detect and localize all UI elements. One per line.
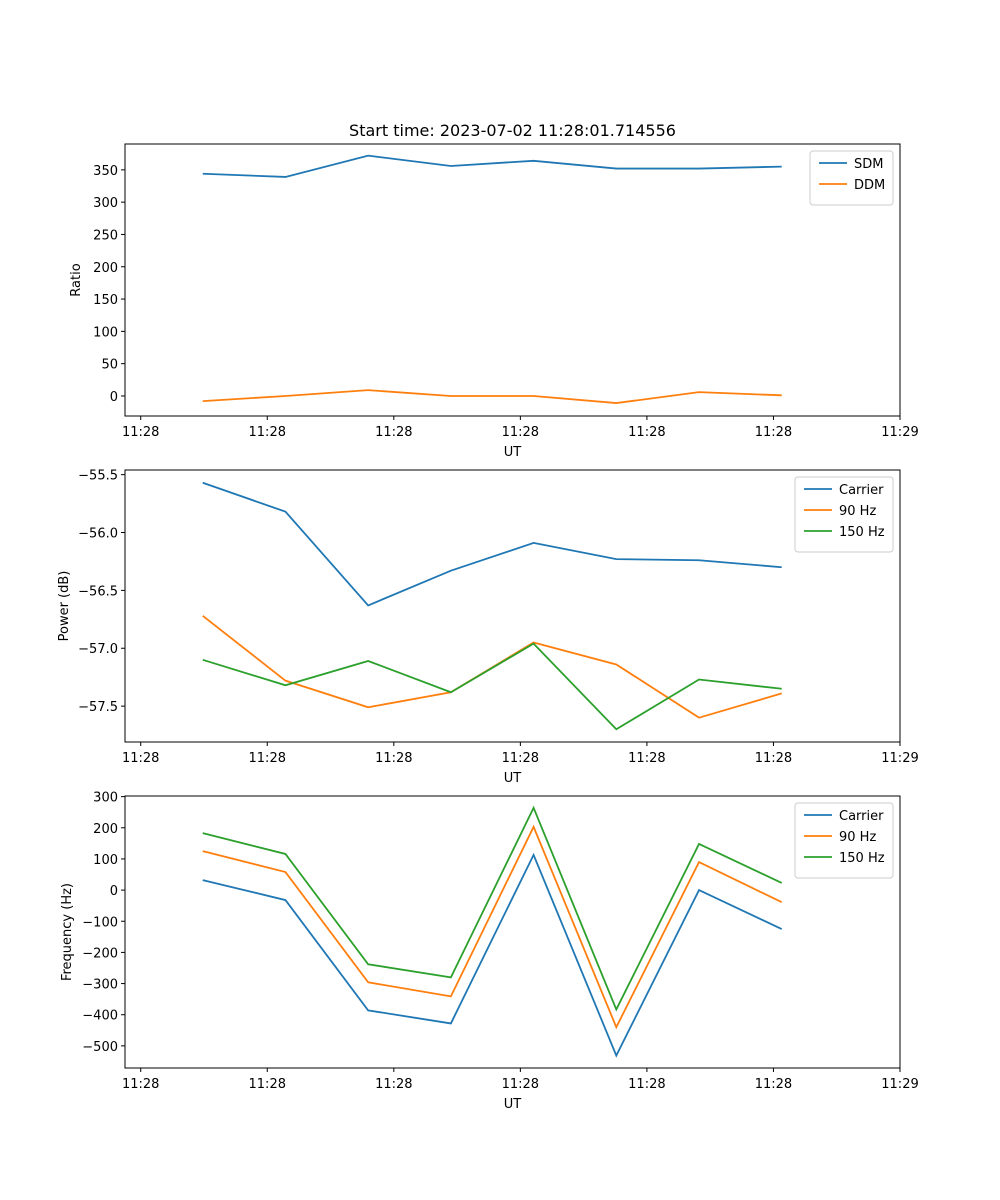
- subplot-1: Start time: 2023-07-02 11:28:01.714556 11…: [69, 121, 919, 460]
- y-tick-label: −55.5: [78, 469, 118, 484]
- x-tick-label: 11:28: [502, 751, 539, 766]
- axes-frame: [124, 795, 901, 1069]
- x-tick-label: 11:28: [628, 425, 665, 440]
- x-axis-label: UT: [504, 771, 522, 786]
- y-tick-label: 150: [93, 293, 118, 308]
- series-line-90-hz: [202, 824, 783, 1030]
- y-tick-label: −100: [82, 915, 118, 930]
- y-axis-label: Power (dB): [57, 571, 72, 642]
- y-tick-label: 300: [93, 791, 118, 806]
- y-tick-label: 200: [93, 261, 118, 276]
- x-tick-label: 11:28: [122, 425, 159, 440]
- y-tick-label: −300: [82, 978, 118, 993]
- x-tick-label: 11:28: [375, 1077, 412, 1092]
- y-tick-label: 200: [93, 822, 118, 837]
- y-tick-label: −57.5: [78, 700, 118, 715]
- legend: Carrier 90 Hz 150 Hz: [794, 802, 894, 879]
- y-tick-label: 100: [93, 853, 118, 868]
- x-tick-label: 11:28: [628, 751, 665, 766]
- x-tick-label: 11:28: [375, 425, 412, 440]
- legend-label: 150 Hz: [839, 851, 885, 866]
- x-tick-label: 11:28: [249, 425, 286, 440]
- y-tick-label: 0: [110, 884, 118, 899]
- legend-label: Carrier: [839, 809, 884, 824]
- x-tick-label: 11:28: [755, 751, 792, 766]
- y-tick-label: −200: [82, 946, 118, 961]
- x-tick-label: 11:28: [502, 1077, 539, 1092]
- x-tick-label: 11:29: [881, 1077, 918, 1092]
- y-axis-label: Ratio: [69, 263, 84, 296]
- y-tick-label: −500: [82, 1040, 118, 1055]
- x-tick-label: 11:29: [881, 751, 918, 766]
- x-tick-label: 11:28: [122, 751, 159, 766]
- legend-label: 90 Hz: [839, 830, 876, 845]
- legend-label: Carrier: [839, 483, 884, 498]
- x-tick-label: 11:28: [755, 1077, 792, 1092]
- x-tick-label: 11:28: [249, 1077, 286, 1092]
- series-line-90-hz: [202, 615, 782, 719]
- x-axis-label: UT: [504, 1097, 522, 1112]
- y-tick-label: −56.0: [78, 527, 118, 542]
- y-tick-label: −400: [82, 1009, 118, 1024]
- x-tick-label: 11:28: [249, 751, 286, 766]
- series-line-ddm: [202, 389, 782, 404]
- series-line-carrier: [202, 481, 782, 607]
- legend-label: DDM: [854, 178, 885, 193]
- chart-title: Start time: 2023-07-02 11:28:01.714556: [349, 121, 676, 140]
- subplot-3: 11:28 11:28 11:28 11:28 11:28 11:28 11:29 −500 −…: [60, 791, 919, 1112]
- y-tick-label: 100: [93, 325, 118, 340]
- y-tick-label: 50: [101, 358, 118, 373]
- x-tick-label: 11:28: [755, 425, 792, 440]
- x-tick-label: 11:28: [628, 1077, 665, 1092]
- y-tick-label: −57.0: [78, 642, 118, 657]
- x-tick-label: 11:29: [881, 425, 918, 440]
- axes-frame: [124, 143, 901, 417]
- axes-frame: [124, 469, 901, 743]
- x-tick-label: 11:28: [375, 751, 412, 766]
- y-tick-label: 0: [110, 390, 118, 405]
- legend-label: 90 Hz: [839, 504, 876, 519]
- x-tick-label: 11:28: [122, 1077, 159, 1092]
- legend-label: 150 Hz: [839, 525, 885, 540]
- series-line-150-hz: [202, 642, 782, 731]
- legend: Carrier 90 Hz 150 Hz: [794, 476, 894, 553]
- y-tick-label: 300: [93, 196, 118, 211]
- x-tick-label: 11:28: [502, 425, 539, 440]
- y-axis-label: Frequency (Hz): [60, 883, 75, 981]
- y-tick-label: 250: [93, 228, 118, 243]
- series-line-carrier: [202, 852, 783, 1058]
- subplot-2: 11:28 11:28 11:28 11:28 11:28 11:28 11:29 −57.5…: [57, 469, 919, 786]
- x-axis-label: UT: [504, 445, 522, 460]
- series-line-sdm: [202, 154, 782, 178]
- y-tick-label: 350: [93, 164, 118, 179]
- legend-label: SDM: [854, 157, 883, 172]
- series-line-150-hz: [202, 805, 783, 1012]
- legend: SDM DDM: [809, 150, 894, 206]
- y-tick-label: −56.5: [78, 584, 118, 599]
